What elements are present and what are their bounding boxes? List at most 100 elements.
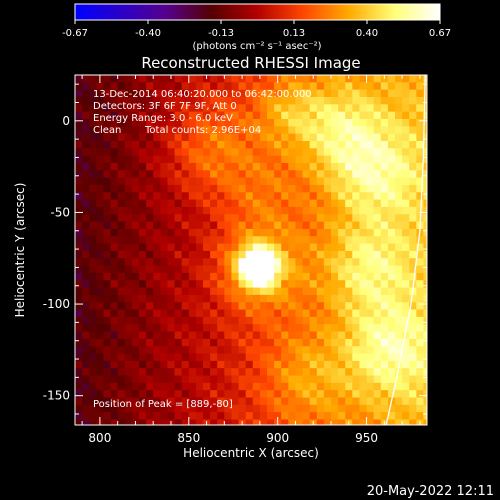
heatmap-cell: [75, 221, 83, 230]
heatmap-cell: [174, 192, 183, 201]
heatmap-cell: [252, 214, 261, 223]
heatmap-cell: [203, 250, 211, 259]
heatmap-cell: [188, 206, 197, 215]
heatmap-cell: [238, 96, 247, 105]
heatmap-cell: [302, 148, 311, 157]
heatmap-cell: [224, 360, 233, 369]
heatmap-cell: [252, 221, 261, 230]
heatmap-cell: [387, 228, 396, 237]
heatmap-cell: [345, 412, 353, 421]
heatmap-cell: [295, 419, 304, 425]
heatmap-cell: [316, 89, 325, 98]
heatmap-cell: [331, 346, 339, 355]
x-axis: 800 850 900 950: [81, 75, 421, 445]
heatmap-cell: [309, 316, 318, 325]
heatmap-cell: [75, 353, 83, 362]
heatmap-cell: [274, 82, 282, 91]
heatmap-cell: [75, 309, 83, 318]
heatmap-cell: [352, 162, 361, 171]
heatmap-cell: [295, 170, 304, 179]
heatmap-cell: [153, 140, 161, 149]
heatmap-cell: [103, 236, 112, 245]
heatmap-cell: [167, 280, 176, 289]
heatmap-cell: [82, 272, 90, 281]
heatmap-cell: [139, 302, 147, 311]
heatmap-cell: [231, 265, 240, 274]
heatmap-cell: [288, 368, 297, 377]
heatmap-cell: [352, 206, 361, 215]
heatmap-cell: [288, 206, 297, 215]
heatmap-cell: [338, 206, 346, 215]
heatmap-cell: [402, 96, 410, 105]
heatmap-cell: [409, 243, 417, 252]
heatmap-cell: [75, 155, 83, 164]
heatmap-cell: [352, 148, 361, 157]
heatmap-cell: [238, 177, 247, 186]
heatmap-cell: [96, 170, 105, 179]
heatmap-cell: [160, 287, 169, 296]
heatmap-cell: [323, 419, 332, 425]
heatmap-cell: [181, 228, 190, 237]
heatmap-cell: [331, 331, 339, 340]
heatmap-cell: [217, 338, 225, 347]
heatmap-cell: [131, 89, 140, 98]
heatmap-cell: [252, 331, 261, 340]
heatmap-cell: [302, 243, 311, 252]
heatmap-cell: [338, 397, 346, 406]
heatmap-cell: [217, 199, 225, 208]
heatmap-cell: [231, 192, 240, 201]
heatmap-cell: [423, 228, 427, 237]
heatmap-cell: [259, 214, 268, 223]
heatmap-cell: [338, 104, 346, 113]
heatmap-cell: [75, 258, 83, 267]
heatmap-cell: [195, 192, 204, 201]
heatmap-cell: [217, 390, 225, 399]
heatmap-cell: [316, 228, 325, 237]
heatmap-cell: [316, 126, 325, 135]
heatmap-cell: [188, 360, 197, 369]
heatmap-cell: [259, 272, 268, 281]
heatmap-cell: [124, 258, 133, 267]
heatmap-cell: [345, 360, 353, 369]
heatmap-cell: [252, 177, 261, 186]
heatmap-cell: [174, 82, 183, 91]
heatmap-cell: [110, 236, 119, 245]
heatmap-cell: [359, 162, 368, 171]
heatmap-cell: [82, 192, 90, 201]
heatmap-cell: [331, 82, 339, 91]
heatmap-cell: [366, 206, 375, 215]
heatmap-cell: [338, 140, 346, 149]
heatmap-cell: [131, 155, 140, 164]
heatmap-cell: [323, 390, 332, 399]
heatmap-cell: [323, 96, 332, 105]
heatmap-cell: [217, 111, 225, 120]
heatmap-cell: [245, 368, 254, 377]
heatmap-cell: [231, 404, 240, 413]
heatmap-cell: [124, 419, 133, 425]
heatmap-cell: [323, 155, 332, 164]
heatmap-cell: [380, 302, 389, 311]
heatmap-cell: [288, 309, 297, 318]
heatmap-cell: [153, 324, 161, 333]
heatmap-cell: [188, 309, 197, 318]
heatmap-cell: [288, 170, 297, 179]
heatmap-cell: [188, 302, 197, 311]
heatmap-cell: [295, 75, 304, 83]
heatmap-cell: [380, 360, 389, 369]
heatmap-cell: [373, 265, 382, 274]
heatmap-cell: [160, 412, 169, 421]
heatmap-cell: [267, 294, 275, 303]
heatmap-cell: [309, 82, 318, 91]
heatmap-cell: [231, 302, 240, 311]
heatmap-cell: [373, 382, 382, 391]
heatmap-cell: [316, 148, 325, 157]
heatmap-cell: [259, 162, 268, 171]
heatmap-cell: [380, 309, 389, 318]
heatmap-cell: [274, 243, 282, 252]
heatmap-cell: [338, 221, 346, 230]
heatmap-cell: [423, 118, 427, 127]
heatmap-cell: [131, 368, 140, 377]
heatmap-cell: [316, 118, 325, 127]
heatmap-cell: [423, 177, 427, 186]
heatmap-cell: [345, 82, 353, 91]
